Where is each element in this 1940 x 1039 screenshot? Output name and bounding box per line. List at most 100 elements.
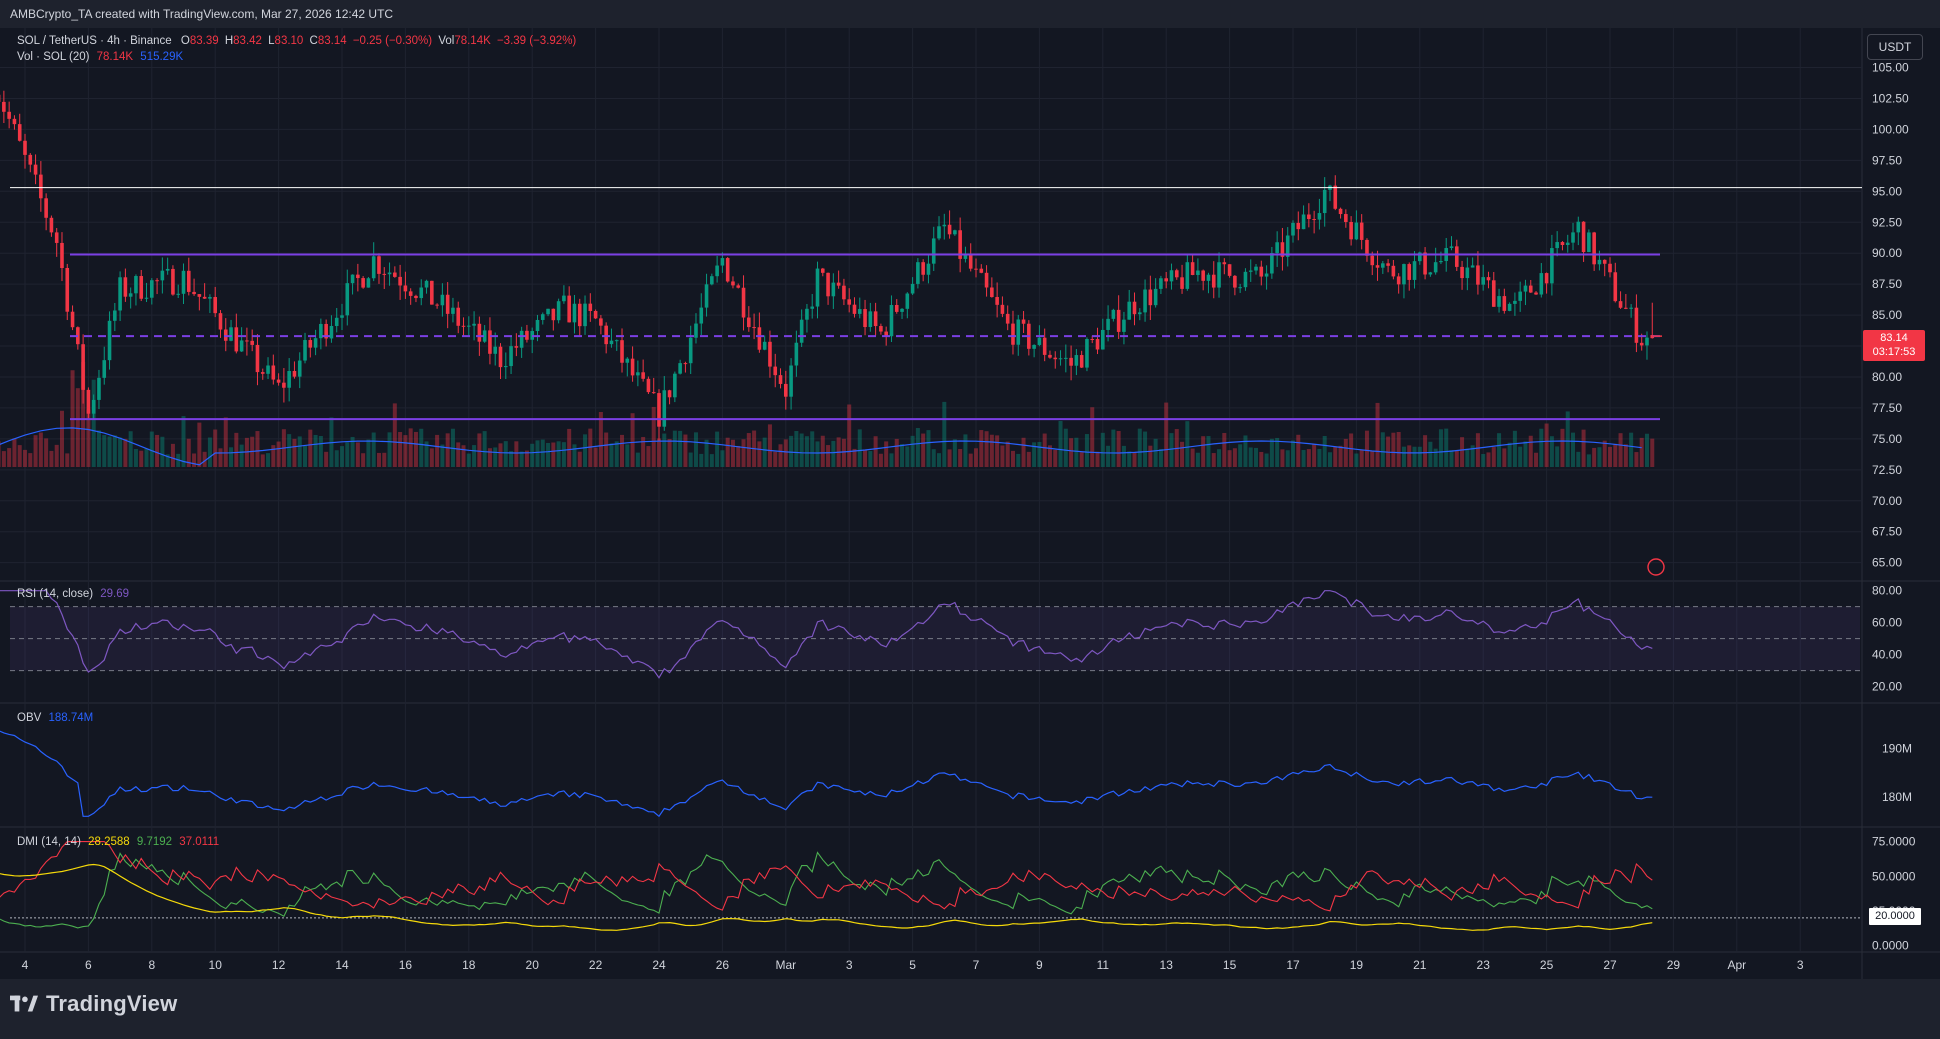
candle-body xyxy=(1386,263,1390,266)
candle-body xyxy=(667,390,672,398)
volume-bar xyxy=(720,450,725,467)
candle-body xyxy=(815,268,820,307)
currency-button[interactable]: USDT xyxy=(1867,34,1923,60)
candle-body xyxy=(255,344,260,373)
x-tick-label: 29 xyxy=(1667,958,1681,972)
volume-bar xyxy=(604,432,609,467)
volume-bar xyxy=(387,432,392,467)
candle-body xyxy=(292,370,297,377)
volume-bar xyxy=(1629,432,1634,467)
candle-body xyxy=(879,326,883,332)
candle-body xyxy=(931,238,936,264)
candle-body xyxy=(398,276,402,286)
candle-body xyxy=(1344,214,1348,223)
volume-bar xyxy=(334,450,339,467)
volume-bar xyxy=(144,448,149,467)
volume-bar xyxy=(1,451,6,467)
candle-body xyxy=(1454,246,1459,267)
rsi-title: RSI (14, close) xyxy=(17,588,94,600)
candle-body xyxy=(33,164,38,175)
candle-body xyxy=(567,295,571,323)
volume-bar xyxy=(704,439,709,467)
candle-body xyxy=(662,390,667,427)
candle-body xyxy=(1391,265,1396,277)
volume-bar xyxy=(350,436,355,467)
candle-body xyxy=(1629,307,1633,309)
volume-bar xyxy=(826,445,831,467)
volume-bar xyxy=(392,403,397,467)
candle-body xyxy=(1016,319,1021,345)
volume-bar xyxy=(429,448,434,467)
x-tick-label: 17 xyxy=(1286,958,1300,972)
change-value: −0.25 (−0.30%) xyxy=(352,35,433,47)
candle-body xyxy=(651,392,656,394)
candle-body xyxy=(1238,287,1242,289)
candle-body xyxy=(1396,276,1401,285)
candle-body xyxy=(583,303,587,327)
candle-body xyxy=(688,337,693,364)
volume-bar xyxy=(746,433,751,467)
candle-body xyxy=(1597,259,1602,265)
volume-bar xyxy=(1433,448,1438,467)
candle-body xyxy=(1143,289,1147,313)
volume-bar xyxy=(900,444,905,467)
candle-body xyxy=(1000,304,1005,314)
candle-body xyxy=(488,330,492,354)
volume-bar xyxy=(947,449,952,467)
chart-area[interactable] xyxy=(0,28,1940,979)
volume-bar xyxy=(472,445,477,467)
volume-bar xyxy=(487,448,492,467)
candle-body xyxy=(1375,265,1380,268)
volume-bar xyxy=(1063,428,1068,467)
volume-bar xyxy=(276,441,281,467)
volume-bar xyxy=(7,448,12,467)
candle-body xyxy=(747,317,751,328)
candle-body xyxy=(562,295,566,302)
volume-bar xyxy=(1338,445,1343,467)
candle-body xyxy=(419,287,424,299)
volume-bar xyxy=(1243,435,1248,467)
candle-body xyxy=(1296,222,1301,230)
candle-body xyxy=(704,284,709,308)
candle-body xyxy=(1359,222,1364,240)
candle-body xyxy=(313,338,318,348)
volume-bar xyxy=(223,417,228,467)
obv-pane: 190M 180M xyxy=(0,730,1912,818)
candle-body xyxy=(593,310,598,319)
candle-body xyxy=(1217,262,1221,288)
candle-body xyxy=(350,274,355,284)
volume-bar xyxy=(345,442,350,467)
volume-bar xyxy=(123,438,128,467)
candle-body xyxy=(1259,266,1264,277)
candle-body xyxy=(1476,265,1480,285)
volume-bar xyxy=(789,435,794,467)
candle-body xyxy=(1264,273,1269,277)
tradingview-logo[interactable]: TradingView xyxy=(10,991,177,1017)
candle-body xyxy=(1513,300,1517,304)
candle-body xyxy=(1201,270,1205,281)
candle-body xyxy=(1206,274,1211,281)
volume-bar xyxy=(75,388,80,467)
candle-body xyxy=(683,363,688,365)
candle-body xyxy=(160,270,165,281)
volume-bar xyxy=(218,448,223,467)
candle-body xyxy=(1534,292,1538,295)
volume-bar xyxy=(376,452,381,467)
volume-bar xyxy=(1539,428,1544,467)
volume-bar xyxy=(398,432,403,467)
volume-bar xyxy=(1523,441,1528,467)
price-tick-label: 97.50 xyxy=(1872,153,1902,167)
x-tick-label: 10 xyxy=(209,958,223,972)
candle-body xyxy=(1418,252,1422,262)
chart-svg[interactable]: 105.00102.50100.0097.5095.0092.5090.0087… xyxy=(0,28,1940,979)
volume-bar xyxy=(445,433,450,467)
candle-body xyxy=(403,285,408,292)
low-value: 83.10 xyxy=(274,35,304,47)
volume-bar xyxy=(1143,431,1148,467)
candle-body xyxy=(408,291,413,296)
x-tick-label: 18 xyxy=(462,958,476,972)
volume-bar xyxy=(313,434,318,467)
volume-bar xyxy=(524,450,529,467)
candle-body xyxy=(1576,221,1581,233)
